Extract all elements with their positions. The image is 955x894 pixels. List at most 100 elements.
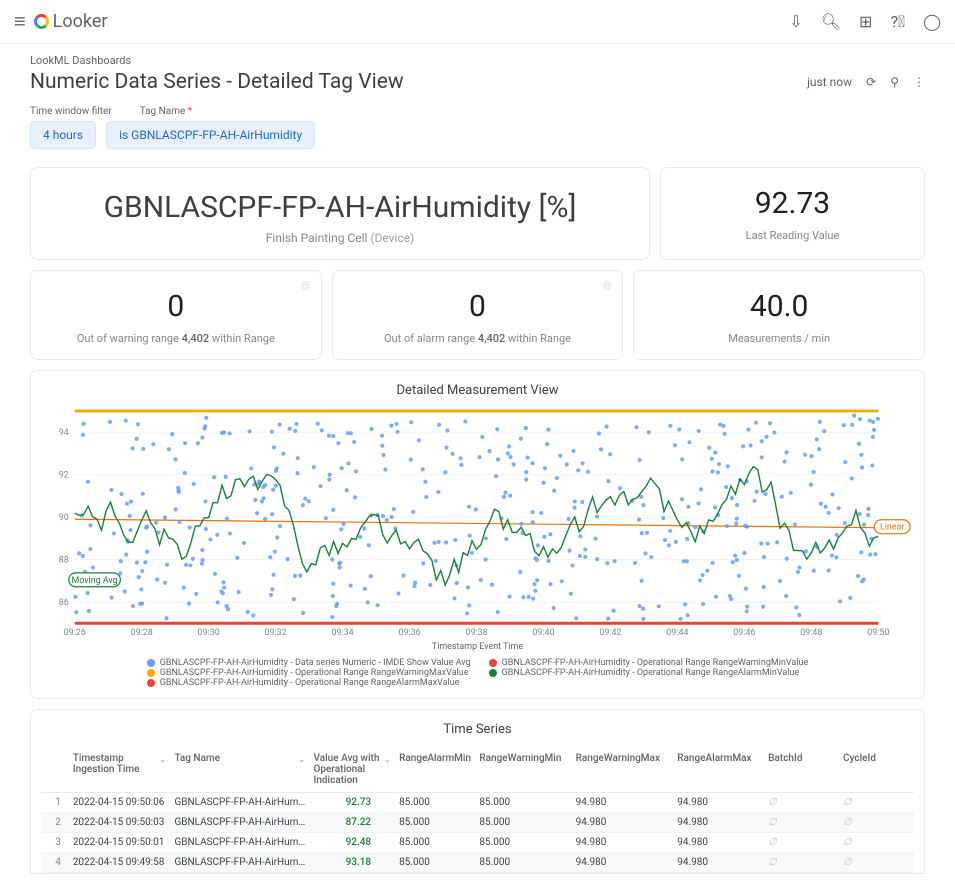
row-index: 1 — [41, 793, 69, 813]
svg-text:88: 88 — [59, 556, 69, 566]
table-cell: 85.000 — [395, 793, 475, 813]
marketplace-icon[interactable]: ⊞ — [859, 12, 872, 31]
filter-tag-label: Tag Name — [140, 106, 192, 117]
chart-legend: GBNLASCPF-FP-AH-AirHumidity - Data serie… — [41, 658, 914, 688]
kpi-rate-label: Measurements / min — [650, 332, 908, 345]
account-icon[interactable]: ◯ — [923, 12, 941, 31]
table-cell: 94.980 — [572, 833, 674, 853]
table-cell: ∅ — [764, 793, 839, 813]
table-header[interactable]: RangeWarningMax — [572, 747, 674, 793]
svg-text:94: 94 — [59, 428, 69, 438]
kpi-warning-label: Out of warning range 4,402 within Range — [47, 332, 305, 345]
table-cell: 94.980 — [572, 813, 674, 833]
table-cell: GBNLASCPF-FP-AH-AirHumidity — [170, 833, 309, 853]
search-icon[interactable]: 🔍︎ — [821, 12, 841, 31]
table-header[interactable]: Value Avg with Operational Indication⌄ — [310, 747, 396, 793]
table-cell: 94.980 — [572, 853, 674, 873]
svg-text:09:26: 09:26 — [64, 628, 86, 638]
table-cell: 92.73 — [310, 793, 396, 813]
kpi-warn-count: 4,402 — [182, 332, 209, 345]
table-cell: 85.000 — [395, 833, 475, 853]
hero-subtitle: Finish Painting Cell (Device) — [47, 231, 633, 245]
table-row[interactable]: 42022-04-15 09:49:58GBNLASCPF-FP-AH-AirH… — [41, 853, 914, 873]
svg-text:Moving Avg: Moving Avg — [71, 576, 117, 586]
logo[interactable]: Looker — [34, 11, 108, 32]
globe-icon: 🌐︎ — [603, 279, 613, 294]
table-cell: 93.18 — [310, 853, 396, 873]
time-series-table: Timestamp Ingestion Time⌄Tag Name⌄Value … — [41, 747, 914, 873]
table-row[interactable]: 12022-04-15 09:50:06GBNLASCPF-FP-AH-AirH… — [41, 793, 914, 813]
table-cell: 92.48 — [310, 833, 396, 853]
legend-label: GBNLASCPF-FP-AH-AirHumidity - Operationa… — [502, 658, 809, 668]
svg-text:09:28: 09:28 — [131, 628, 153, 638]
kpi-warning-card: 🌐︎ 0 Out of warning range 4,402 within R… — [30, 270, 322, 360]
svg-text:09:44: 09:44 — [666, 628, 688, 638]
svg-text:86: 86 — [59, 598, 69, 608]
legend-label: GBNLASCPF-FP-AH-AirHumidity - Operationa… — [160, 668, 469, 678]
table-body: 12022-04-15 09:50:06GBNLASCPF-FP-AH-AirH… — [41, 793, 914, 873]
svg-text:09:36: 09:36 — [398, 628, 420, 638]
more-icon[interactable]: ⋮ — [913, 75, 925, 89]
svg-text:09:30: 09:30 — [198, 628, 220, 638]
table-header[interactable]: RangeAlarmMax — [673, 747, 764, 793]
filter-tag-chip[interactable]: is GBNLASCPF-FP-AH-AirHumidity — [106, 121, 315, 149]
table-row[interactable]: 32022-04-15 09:50:01GBNLASCPF-FP-AH-AirH… — [41, 833, 914, 853]
legend-dot — [147, 669, 155, 677]
table-header-idx — [41, 747, 69, 793]
help-icon[interactable]: ?⃝ — [890, 12, 905, 31]
download-icon[interactable]: ⇩ — [789, 12, 802, 31]
detailed-chart[interactable]: 868890929409:2609:2809:3009:3209:3409:36… — [41, 404, 914, 654]
logo-icon — [34, 14, 49, 29]
table-cell: 94.980 — [673, 793, 764, 813]
svg-text:09:38: 09:38 — [465, 628, 487, 638]
table-cell: 85.000 — [475, 793, 571, 813]
hero-title: GBNLASCPF-FP-AH-AirHumidity [%] — [47, 190, 633, 225]
row-index: 2 — [41, 813, 69, 833]
filter-icon[interactable]: ⚲ — [890, 75, 899, 89]
legend-dot — [489, 659, 497, 667]
table-cell: 2022-04-15 09:50:01 — [69, 833, 171, 853]
filter-time-chip[interactable]: 4 hours — [30, 121, 96, 149]
hero-sub-main: Finish Painting Cell — [266, 231, 368, 245]
sort-icon[interactable]: ⌄ — [384, 755, 392, 765]
kpi-alarm-card: 🌐︎ 0 Out of alarm range 4,402 within Ran… — [332, 270, 624, 360]
table-header[interactable]: CycleId — [839, 747, 914, 793]
table-cell: 85.000 — [395, 813, 475, 833]
breadcrumb[interactable]: LookML Dashboards — [30, 54, 925, 67]
legend-item: GBNLASCPF-FP-AH-AirHumidity - Operationa… — [489, 668, 809, 678]
chart-title: Detailed Measurement View — [41, 383, 914, 398]
svg-text:09:42: 09:42 — [599, 628, 621, 638]
table-cell: 2022-04-15 09:50:03 — [69, 813, 171, 833]
table-header[interactable]: Timestamp Ingestion Time⌄ — [69, 747, 171, 793]
legend-item: GBNLASCPF-FP-AH-AirHumidity - Operationa… — [147, 678, 471, 688]
legend-item: GBNLASCPF-FP-AH-AirHumidity - Operationa… — [147, 668, 471, 678]
table-cell: ∅ — [839, 833, 914, 853]
sort-icon[interactable]: ⌄ — [298, 755, 306, 765]
table-header[interactable]: RangeWarningMin — [475, 747, 571, 793]
svg-text:Timestamp Event Time: Timestamp Event Time — [432, 642, 523, 652]
table-cell: ∅ — [764, 813, 839, 833]
sort-icon[interactable]: ⌄ — [159, 755, 167, 765]
kpi-reading-value: 92.73 — [677, 186, 908, 221]
menu-icon[interactable]: ≡ — [14, 9, 26, 34]
svg-text:09:48: 09:48 — [800, 628, 822, 638]
kpi-warn-suffix: within Range — [212, 332, 275, 345]
svg-text:90: 90 — [59, 513, 69, 523]
page-title: Numeric Data Series - Detailed Tag View — [30, 70, 404, 94]
refresh-icon[interactable]: ⟳ — [866, 75, 876, 89]
kpi-alarm-prefix: Out of alarm range — [384, 332, 475, 345]
table-cell: 85.000 — [395, 853, 475, 873]
table-cell: 2022-04-15 09:49:58 — [69, 853, 171, 873]
topbar-actions: ⇩ 🔍︎ ⊞ ?⃝ ◯ — [789, 12, 941, 31]
table-header[interactable]: RangeAlarmMin — [395, 747, 475, 793]
table-row[interactable]: 22022-04-15 09:50:03GBNLASCPF-FP-AH-AirH… — [41, 813, 914, 833]
kpi-reading-label: Last Reading Value — [677, 229, 908, 242]
legend-label: GBNLASCPF-FP-AH-AirHumidity - Data serie… — [160, 658, 471, 668]
kpi-alarm-label: Out of alarm range 4,402 within Range — [349, 332, 607, 345]
kpi-reading-card: 92.73 Last Reading Value — [660, 167, 925, 260]
table-header[interactable]: Tag Name⌄ — [170, 747, 309, 793]
table-header[interactable]: BatchId — [764, 747, 839, 793]
svg-text:Linear: Linear — [880, 523, 904, 533]
hero-sub-muted: (Device) — [370, 231, 414, 245]
svg-text:09:46: 09:46 — [733, 628, 755, 638]
